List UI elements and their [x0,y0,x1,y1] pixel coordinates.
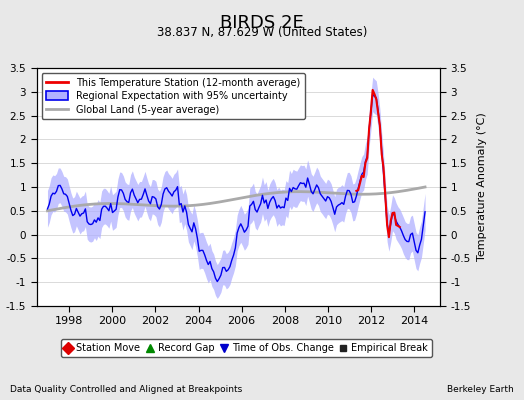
Text: Data Quality Controlled and Aligned at Breakpoints: Data Quality Controlled and Aligned at B… [10,385,243,394]
Text: BIRDS 2E: BIRDS 2E [220,14,304,32]
Text: Berkeley Earth: Berkeley Earth [447,385,514,394]
Legend: Station Move, Record Gap, Time of Obs. Change, Empirical Break: Station Move, Record Gap, Time of Obs. C… [61,339,432,357]
Y-axis label: Temperature Anomaly (°C): Temperature Anomaly (°C) [476,113,486,261]
Legend: This Temperature Station (12-month average), Regional Expectation with 95% uncer: This Temperature Station (12-month avera… [41,73,304,119]
Text: 38.837 N, 87.629 W (United States): 38.837 N, 87.629 W (United States) [157,26,367,39]
